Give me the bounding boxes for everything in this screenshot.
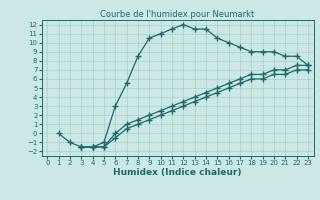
X-axis label: Humidex (Indice chaleur): Humidex (Indice chaleur) bbox=[113, 168, 242, 177]
Title: Courbe de l'humidex pour Neumarkt: Courbe de l'humidex pour Neumarkt bbox=[100, 10, 255, 19]
